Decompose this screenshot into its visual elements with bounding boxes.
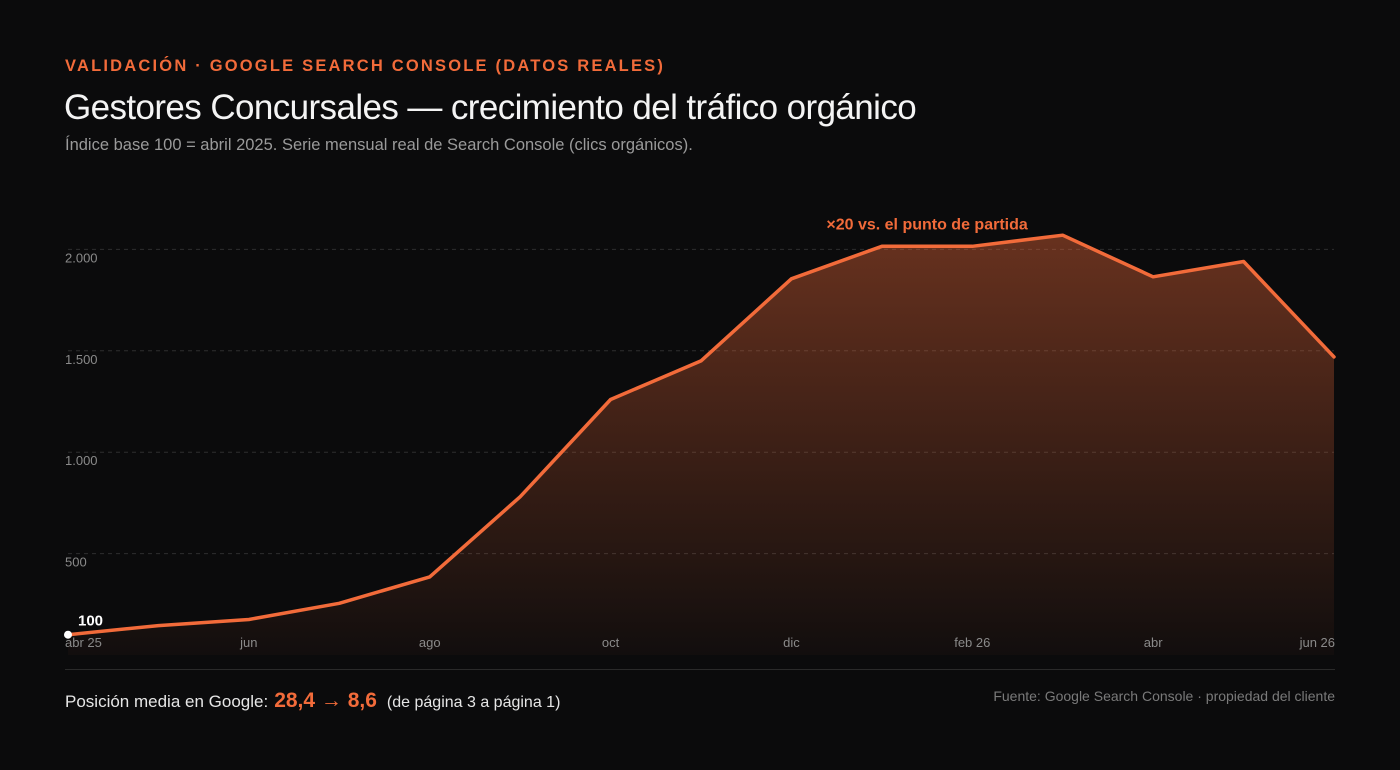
avg-position-summary: Posición media en Google: 28,4 → 8,6 (de…: [65, 689, 560, 713]
y-tick-label-2000: 2.000: [65, 250, 98, 265]
avg-position-note: (de página 3 a página 1): [386, 694, 561, 711]
source-note: Fuente: Google Search Console · propieda…: [993, 688, 1335, 704]
x-tick-label-2: ago: [419, 635, 441, 650]
x-tick-label-5: feb 26: [954, 635, 990, 650]
x-tick-label-4: dic: [783, 635, 800, 650]
annotations-layer: 100 ×20 vs. el punto de partida: [78, 216, 1028, 629]
chart-eyebrow: VALIDACIÓN · GOOGLE SEARCH CONSOLE (DATO…: [65, 57, 666, 75]
x-tick-label-0: abr 25: [65, 635, 102, 650]
x-tick-label-7: jun 26: [1299, 635, 1335, 650]
x-axis-ticks: abr 25 jun ago oct dic feb 26 abr jun 26: [65, 635, 1335, 650]
area-layer: [64, 233, 1336, 655]
chart-title: Gestores Concursales — crecimiento del t…: [64, 88, 917, 127]
y-tick-label-500: 500: [65, 555, 87, 570]
series-area-fill: [68, 235, 1334, 655]
annotation-base-100: 100: [78, 613, 103, 630]
series-line: [66, 233, 1336, 637]
annotation-x20: ×20 vs. el punto de partida: [826, 216, 1027, 233]
y-axis-ticks: 500 1.000 1.500 2.000: [65, 250, 98, 569]
y-tick-label-1500: 1.500: [65, 352, 98, 367]
avg-position-value: 28,4 → 8,6: [274, 689, 377, 712]
footer-divider: [65, 669, 1335, 670]
y-tick-label-1000: 1.000: [65, 453, 98, 468]
x-tick-label-6: abr: [1144, 635, 1163, 650]
x-tick-label-3: oct: [602, 635, 620, 650]
x-tick-label-1: jun: [239, 635, 257, 650]
avg-position-label: Posición media en Google:: [65, 692, 269, 711]
data-point-abr-25: [64, 630, 72, 639]
chart-subtitle: Índice base 100 = abril 2025. Serie mens…: [65, 136, 693, 154]
